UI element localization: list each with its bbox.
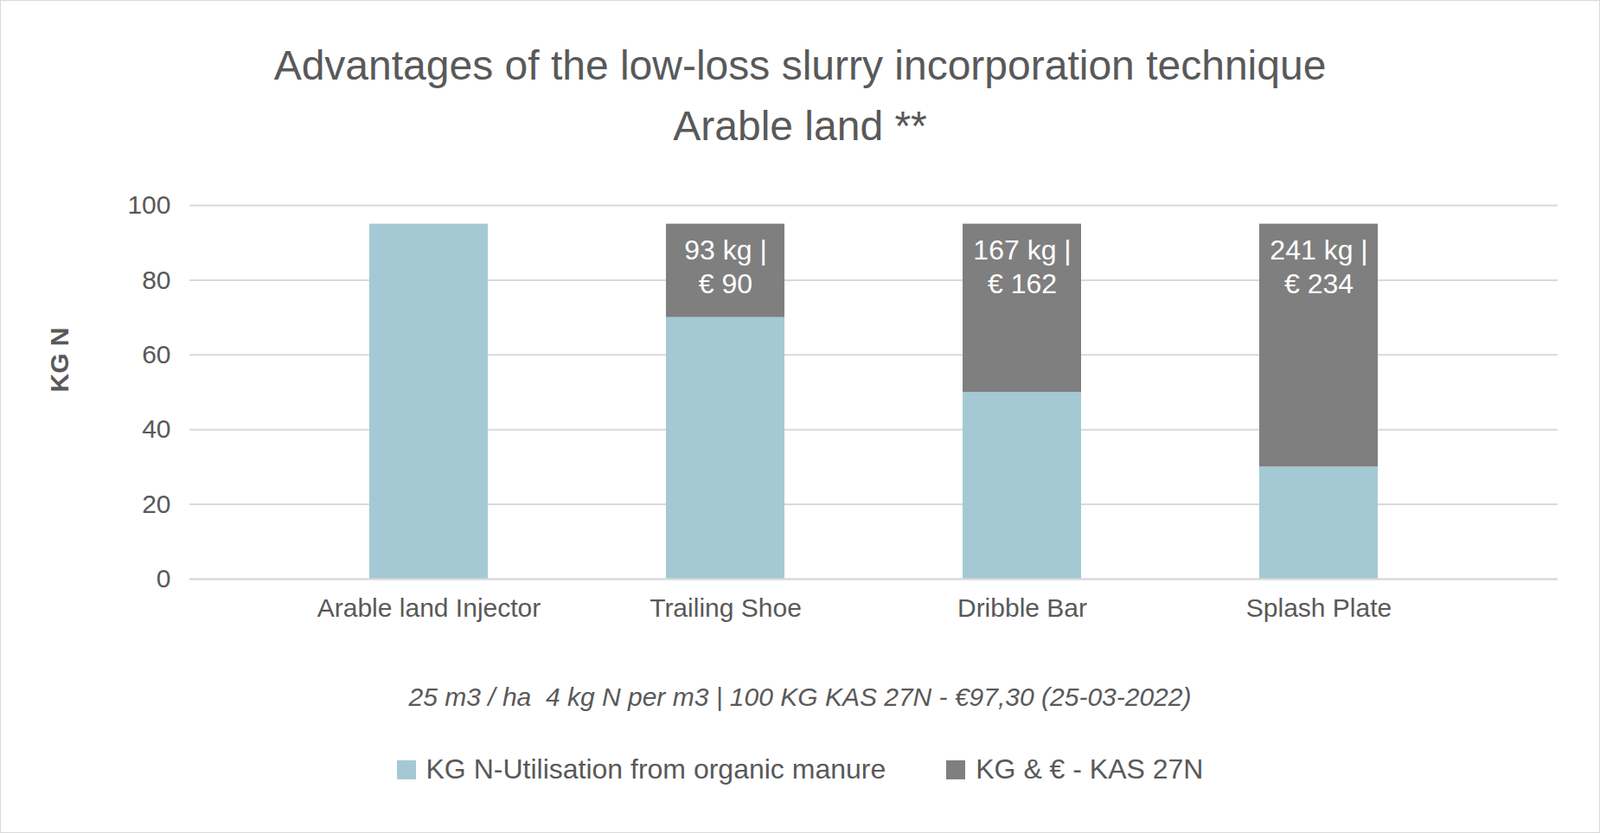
html-text:Arable land **: Arable land **	[673, 102, 927, 149]
svg-text:100: 100	[127, 190, 171, 219]
svg-text:241 kg |€ 234: 241 kg |€ 234	[1269, 234, 1368, 301]
svg-text:20: 20	[141, 489, 171, 519]
svg-text:40: 40	[141, 414, 171, 443]
svg-text:93 kg |€ 90: 93 kg |€ 90	[684, 234, 767, 301]
svg-text:KG N: KG N	[44, 327, 74, 393]
svg-text:167 kg |€ 162: 167 kg |€ 162	[972, 234, 1071, 301]
svg-text:Trailing Shoe: Trailing Shoe	[649, 593, 802, 622]
html-text:KG N-Utilisation from organic: KG N-Utilisation from organic manure	[425, 753, 886, 785]
svg-text:Arable land Injector: Arable land Injector	[317, 593, 542, 622]
svg-text:60: 60	[141, 339, 171, 369]
html-text:Advantages of the low-loss slu: Advantages of the low-loss slurry incorp…	[273, 42, 1327, 89]
svg-text:Splash Plate: Splash Plate	[1246, 593, 1392, 622]
html-text:KG & € - KAS 27N: KG & € - KAS 27N	[975, 753, 1204, 785]
html-text:25 m3 / ha 4 kg N per m3 | 100: 25 m3 / ha 4 kg N per m3 | 100 KG KAS 27…	[408, 682, 1192, 711]
svg-text:Dribble Bar: Dribble Bar	[957, 593, 1088, 622]
svg-text:80: 80	[141, 265, 171, 295]
svg-text:0: 0	[156, 563, 172, 593]
